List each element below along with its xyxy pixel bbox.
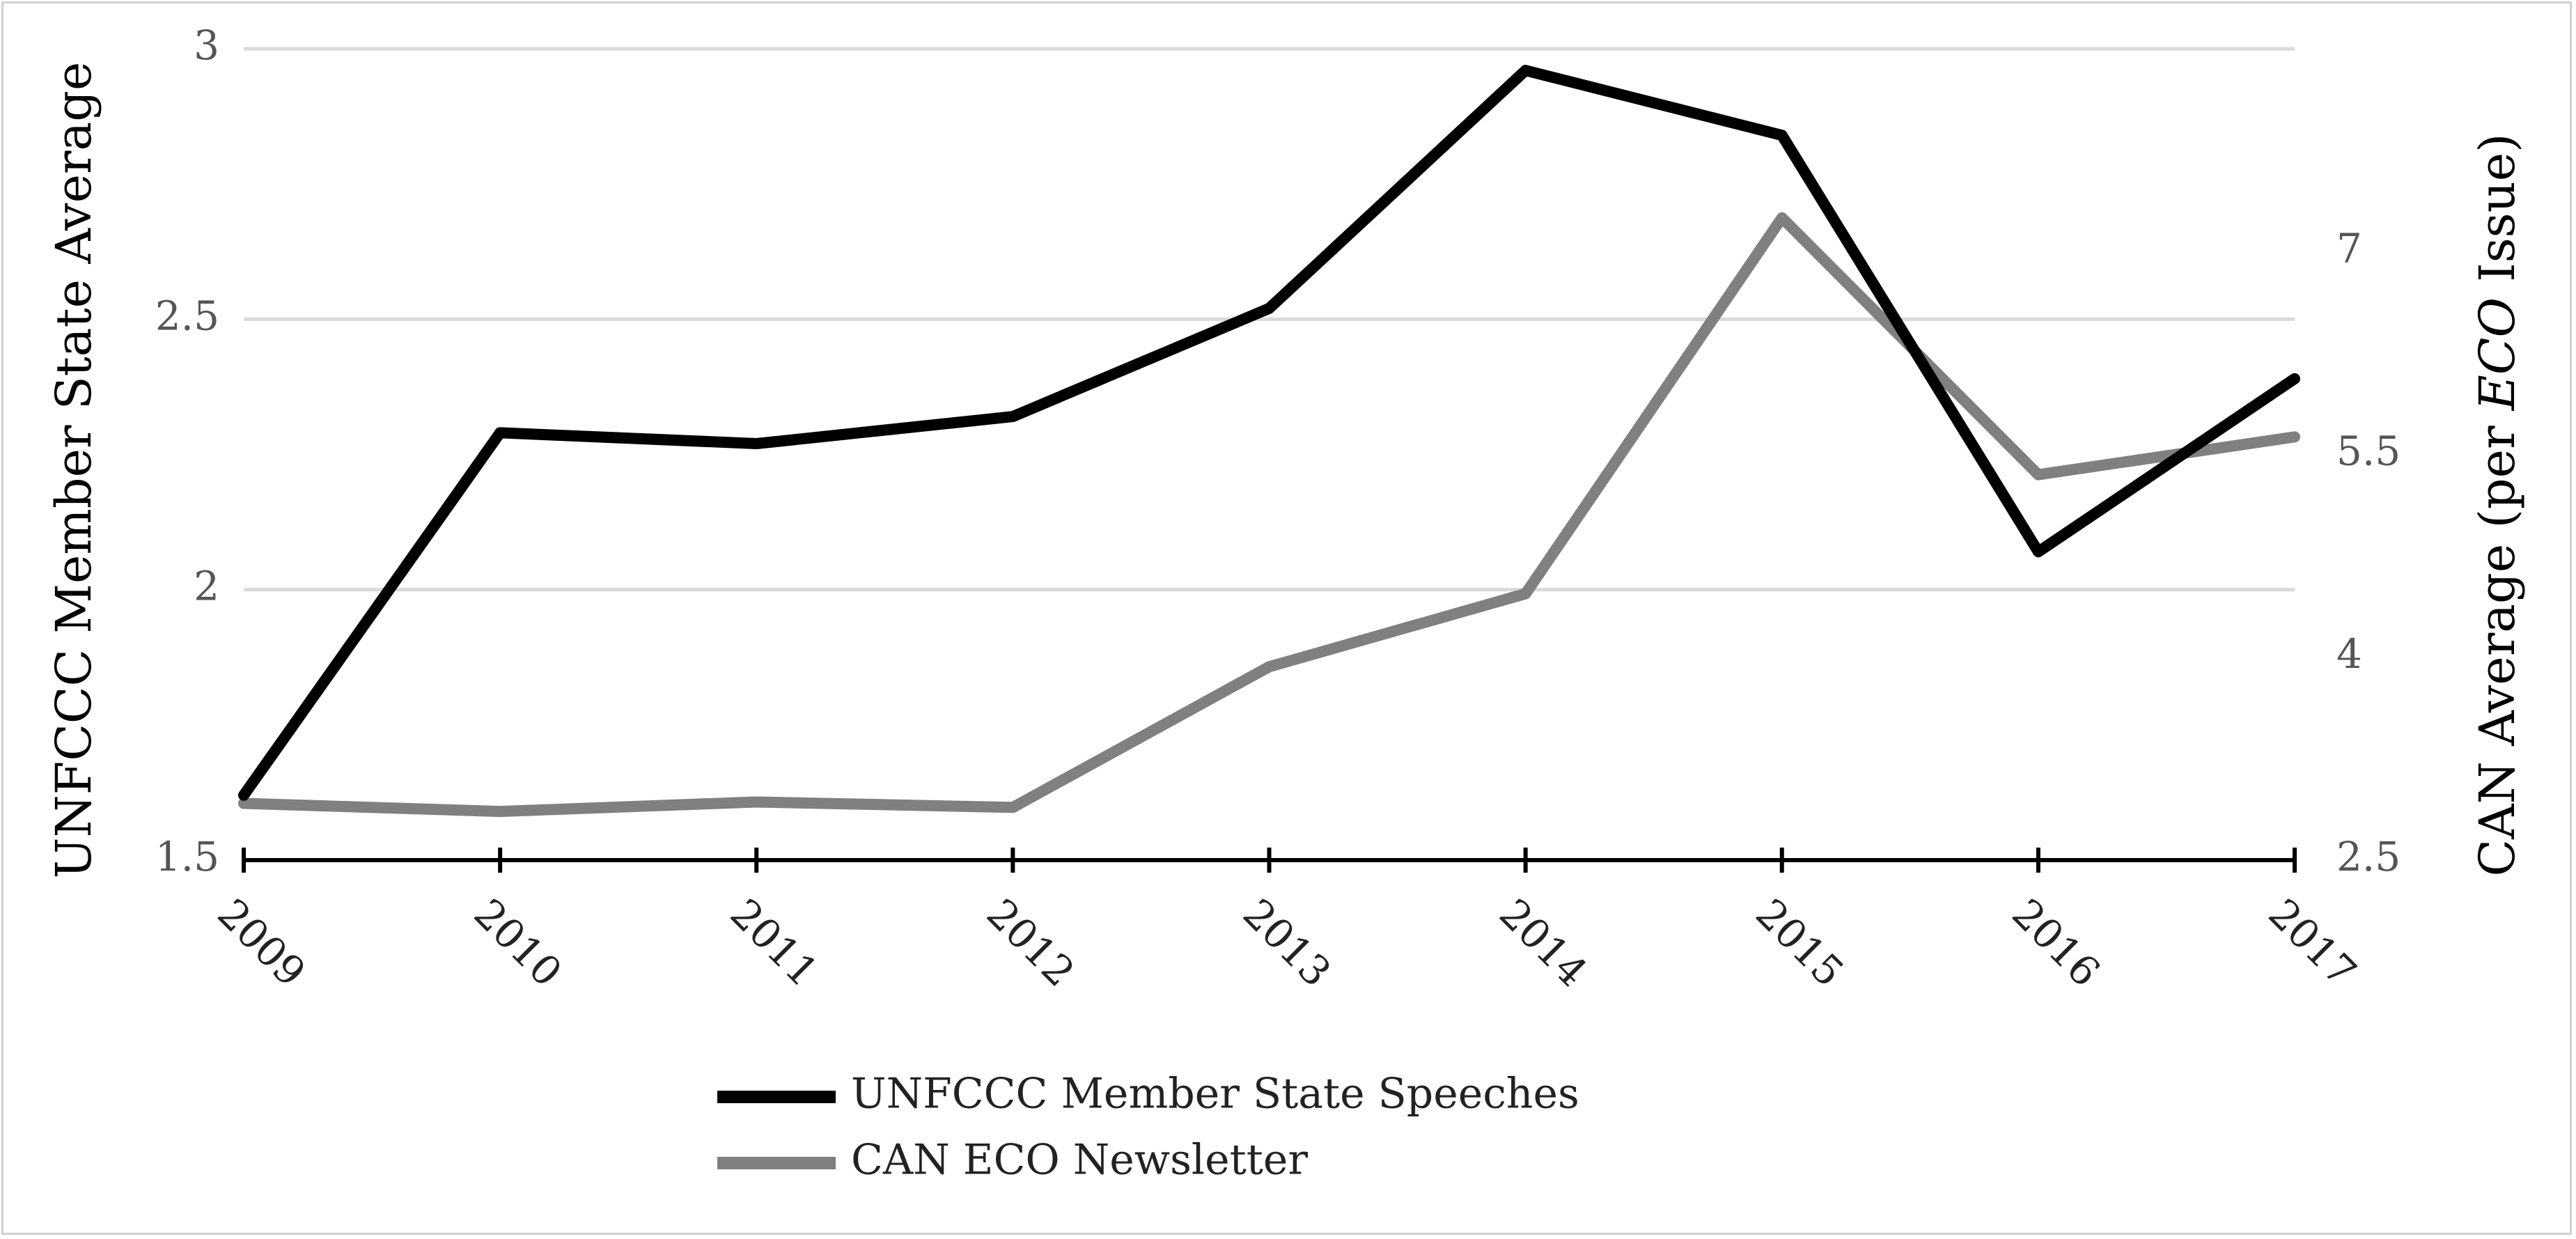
y-axis-left-ticks: 1.5 2 2.5 3 bbox=[155, 22, 219, 880]
gridlines bbox=[244, 47, 2295, 592]
y-axis-right-title-part-1: CAN Average (per bbox=[2469, 410, 2526, 876]
y-right-tick-label: 5.5 bbox=[2336, 428, 2401, 475]
y-left-tick-label: 2.5 bbox=[155, 292, 219, 339]
y-axis-right-title-part-3: Issue) bbox=[2469, 134, 2526, 298]
x-tick-label: 2010 bbox=[465, 889, 571, 995]
y-left-tick-label: 3 bbox=[194, 22, 219, 69]
legend-label-can: CAN ECO Newsletter bbox=[851, 1136, 1308, 1185]
y-right-tick-label: 4 bbox=[2336, 630, 2362, 678]
x-tick-label: 2015 bbox=[1747, 889, 1852, 995]
y-left-tick-label: 1.5 bbox=[155, 833, 219, 880]
x-tick-label: 2014 bbox=[1490, 889, 1596, 995]
x-tick-label: 2011 bbox=[721, 889, 827, 995]
x-tick-label: 2017 bbox=[2259, 889, 2365, 995]
y-right-tick-label: 7 bbox=[2336, 224, 2362, 272]
series-line-unfccc bbox=[238, 65, 2300, 801]
legend: UNFCCC Member State Speeches CAN ECO New… bbox=[717, 1070, 1579, 1185]
y-axis-right-title: CAN Average (per ECO Issue) bbox=[2469, 134, 2526, 877]
y-left-tick-label: 2 bbox=[194, 563, 219, 610]
series-lines bbox=[238, 65, 2300, 818]
x-tick-label: 2013 bbox=[1234, 889, 1340, 995]
x-tick-label: 2016 bbox=[2003, 889, 2109, 995]
y-axis-left-title: UNFCCC Member State Average bbox=[45, 62, 102, 879]
x-axis: 2009 2010 2011 2012 2013 2014 2015 2016 2017 bbox=[208, 848, 2366, 996]
y-right-tick-label: 2.5 bbox=[2336, 833, 2401, 880]
y-axis-right-ticks: 2.5 4 5.5 7 bbox=[2336, 224, 2401, 880]
legend-label-unfccc: UNFCCC Member State Speeches bbox=[851, 1070, 1579, 1119]
y-axis-right-title-part-2: ECO bbox=[2469, 297, 2526, 412]
x-tick-label: 2012 bbox=[978, 889, 1084, 995]
x-tick-label: 2009 bbox=[208, 889, 314, 995]
series-line-can bbox=[238, 212, 2300, 818]
